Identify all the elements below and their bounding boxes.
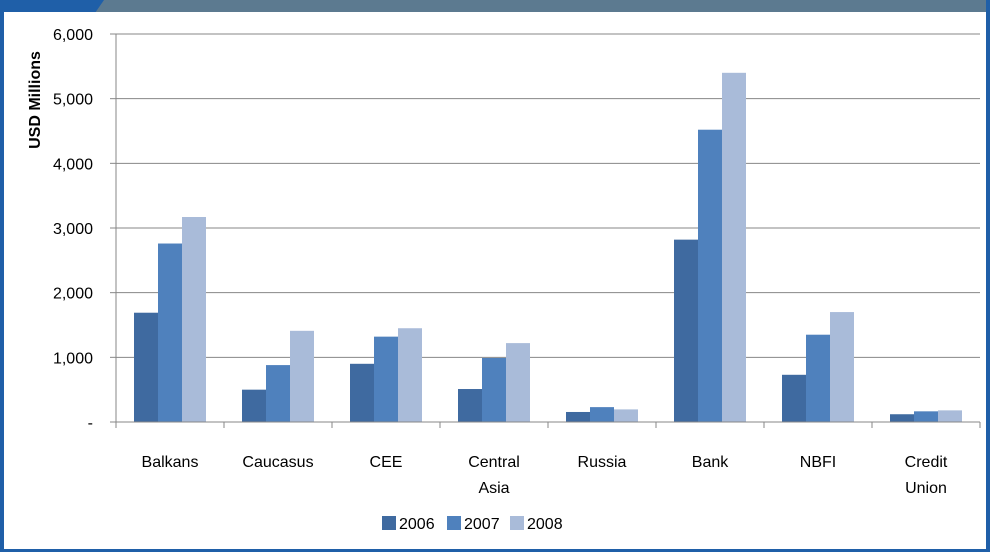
top-bar bbox=[0, 0, 990, 12]
legend-label-2008: 2008 bbox=[527, 516, 563, 533]
bars bbox=[134, 72, 962, 423]
bar-2007-0 bbox=[158, 243, 182, 422]
legend-label-2007: 2007 bbox=[464, 516, 500, 533]
frame-border-bottom bbox=[0, 549, 990, 552]
y-tick-label: 3,000 bbox=[53, 221, 93, 238]
x-tick-label: Bank bbox=[692, 454, 729, 471]
legend-swatch-2007 bbox=[447, 516, 461, 530]
x-tick-label: Union bbox=[905, 480, 947, 497]
bar-2006-0 bbox=[134, 312, 158, 422]
bar-2008-5 bbox=[722, 72, 746, 423]
legend-swatch-2006 bbox=[382, 516, 396, 530]
bar-2007-1 bbox=[266, 365, 290, 422]
bar-2008-3 bbox=[506, 343, 530, 422]
bar-2006-2 bbox=[350, 363, 374, 422]
bar-2008-4 bbox=[614, 409, 638, 422]
y-tick-label: 6,000 bbox=[53, 27, 93, 44]
legend-label-2006: 2006 bbox=[399, 516, 435, 533]
bar-2008-2 bbox=[398, 328, 422, 422]
x-tick-label: Credit bbox=[905, 454, 948, 471]
x-axis-labels: Balkans Caucasus CEE Central Asia Russia Bank N… bbox=[142, 454, 948, 497]
y-tick-label: 4,000 bbox=[53, 156, 93, 173]
y-tick-label: 5,000 bbox=[53, 92, 93, 109]
top-accent bbox=[0, 0, 104, 12]
x-tick-label: CEE bbox=[370, 454, 403, 471]
legend-swatch-2008 bbox=[510, 516, 524, 530]
bar-2006-3 bbox=[458, 389, 482, 422]
bar-2006-7 bbox=[890, 414, 914, 422]
bar-2006-5 bbox=[674, 239, 698, 422]
bar-2008-7 bbox=[938, 410, 962, 422]
bar-2006-1 bbox=[242, 389, 266, 422]
y-tick-label: 2,000 bbox=[53, 286, 93, 303]
bar-2006-6 bbox=[782, 374, 806, 422]
x-tick-label: Balkans bbox=[142, 454, 199, 471]
bar-2008-0 bbox=[182, 217, 206, 422]
x-tick-label: Russia bbox=[578, 454, 627, 471]
bar-2008-1 bbox=[290, 330, 314, 422]
frame-border-right bbox=[986, 0, 990, 552]
y-tick-label: - bbox=[88, 415, 93, 432]
frame-border-left bbox=[0, 0, 4, 552]
y-axis-title: USD Millions bbox=[27, 51, 44, 149]
x-tick-label: Central bbox=[468, 454, 520, 471]
bar-2007-4 bbox=[590, 407, 614, 422]
legend: 2006 2007 2008 bbox=[382, 516, 563, 533]
x-tick-label: NBFI bbox=[800, 454, 836, 471]
y-tick-label: 1,000 bbox=[53, 350, 93, 367]
bar-2007-7 bbox=[914, 411, 938, 422]
bar-2007-5 bbox=[698, 129, 722, 422]
bar-2007-3 bbox=[482, 357, 506, 422]
x-tick-label: Asia bbox=[478, 480, 509, 497]
bar-2006-4 bbox=[566, 411, 590, 422]
x-tick-label: Caucasus bbox=[242, 454, 313, 471]
y-axis-ticks: - 1,000 2,000 3,000 4,000 5,000 6,000 bbox=[53, 27, 116, 432]
bar-2008-6 bbox=[830, 312, 854, 422]
x-axis bbox=[115, 34, 981, 428]
bar-2007-2 bbox=[374, 336, 398, 422]
bar-2007-6 bbox=[806, 334, 830, 422]
gridlines bbox=[116, 33, 980, 358]
